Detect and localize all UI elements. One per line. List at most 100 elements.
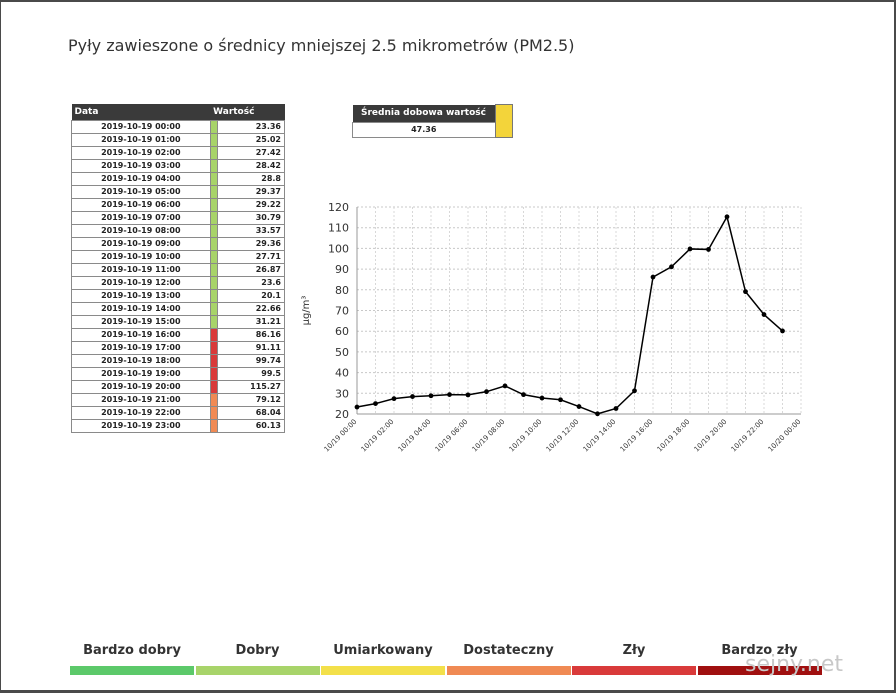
x-tick-label: 10/19 08:00 (471, 418, 507, 454)
row-value: 25.02 (216, 133, 286, 147)
legend-label: Dostateczny (463, 643, 554, 658)
row-quality-swatch (209, 289, 218, 303)
row-quality-swatch (209, 250, 218, 264)
row-quality-swatch (209, 224, 218, 238)
table-row: 2019-10-19 10:00 27.71 (71, 250, 286, 264)
row-value: 99.5 (216, 367, 286, 381)
pm25-series-line (356, 214, 783, 415)
x-tick-label: 10/20 00:00 (767, 418, 803, 454)
table-row: 2019-10-19 05:00 29.37 (71, 185, 286, 199)
data-point (373, 401, 378, 407)
data-point (743, 289, 748, 295)
data-point (761, 312, 767, 317)
frame-bottom (0, 690, 896, 693)
y-tick-label: 80 (335, 284, 349, 297)
data-point (706, 247, 711, 252)
x-tick-label: 10/19 06:00 (434, 418, 470, 454)
row-date: 2019-10-19 12:00 (71, 276, 211, 290)
quality-legend: Bardzo dobry Dobry Umiarkowany Dostateczny Z… (70, 643, 870, 675)
legend-item: Bardzo dobry (70, 643, 194, 675)
table-header-row: Data Wartość (71, 104, 285, 121)
table-row: 2019-10-19 19:00 99.5 (71, 367, 286, 381)
row-quality-swatch (209, 315, 218, 329)
y-tick-label: 110 (328, 222, 349, 235)
row-value: 68.04 (216, 406, 286, 420)
legend-color-bar (446, 666, 571, 675)
legend-color-bar (70, 666, 194, 675)
data-point (595, 411, 600, 417)
row-value: 22.66 (216, 302, 286, 316)
daily-average-swatch (494, 104, 513, 138)
watermark-logo: sejny.net (745, 652, 844, 677)
x-tick-label: 10/19 00:00 (323, 418, 359, 454)
y-tick-label: 120 (328, 201, 349, 214)
row-date: 2019-10-19 11:00 (71, 263, 211, 277)
row-quality-swatch (209, 185, 218, 199)
row-value: 115.27 (216, 380, 286, 394)
table-row: 2019-10-19 06:00 29.22 (71, 198, 286, 212)
row-quality-swatch (209, 159, 218, 173)
row-date: 2019-10-19 13:00 (71, 289, 211, 303)
frame-right (894, 0, 896, 693)
data-point (502, 383, 508, 389)
table-row: 2019-10-19 18:00 99.74 (71, 354, 286, 368)
row-quality-swatch (209, 198, 218, 212)
row-value: 29.36 (216, 237, 286, 251)
table-row: 2019-10-19 11:00 26.87 (71, 263, 286, 277)
row-date: 2019-10-19 15:00 (71, 315, 211, 329)
row-value: 23.6 (216, 276, 286, 290)
row-quality-swatch (209, 393, 218, 407)
row-value: 30.79 (216, 211, 286, 225)
table-row: 2019-10-19 04:00 28.8 (71, 172, 286, 186)
data-point (428, 393, 434, 399)
row-date: 2019-10-19 01:00 (71, 133, 211, 147)
data-point (521, 392, 526, 398)
y-tick-label: 40 (335, 367, 349, 380)
legend-color-bar (697, 666, 822, 675)
y-tick-label: 70 (335, 305, 349, 318)
data-point (613, 406, 619, 411)
row-value: 26.87 (216, 263, 286, 277)
y-tick-label: 90 (335, 263, 349, 276)
row-value: 27.71 (216, 250, 286, 264)
row-value: 29.22 (216, 198, 286, 212)
legend-item: Dobry (195, 643, 320, 675)
row-value: 29.37 (216, 185, 286, 199)
row-quality-swatch (209, 419, 218, 433)
x-tick-label: 10/19 02:00 (360, 418, 396, 454)
row-value: 99.74 (216, 354, 286, 368)
data-point (484, 389, 489, 395)
legend-item: Zły (572, 643, 696, 675)
row-value: 86.16 (216, 328, 286, 342)
row-value: 60.13 (216, 419, 286, 433)
table-row: 2019-10-19 23:00 60.13 (71, 419, 286, 433)
header-value: Wartość (210, 104, 285, 121)
row-quality-swatch (209, 146, 218, 160)
y-tick-label: 100 (328, 242, 349, 255)
data-point (410, 394, 415, 399)
row-value: 20.1 (216, 289, 286, 303)
table-row: 2019-10-19 00:00 23.36 (71, 120, 286, 134)
legend-color-bar (321, 666, 445, 675)
data-point (391, 396, 397, 402)
data-point (354, 404, 360, 410)
row-date: 2019-10-19 09:00 (71, 237, 211, 251)
frame-left (0, 0, 1, 693)
daily-average-box: Średnia dobowa wartość 47.36 (352, 104, 513, 138)
row-date: 2019-10-19 23:00 (71, 419, 211, 433)
table-row: 2019-10-19 01:00 25.02 (71, 133, 286, 147)
row-date: 2019-10-19 21:00 (71, 393, 211, 407)
table-row: 2019-10-19 02:00 27.42 (71, 146, 286, 160)
daily-average-value: 47.36 (352, 121, 496, 138)
row-date: 2019-10-19 06:00 (71, 198, 211, 212)
legend-label: Bardzo zły (721, 643, 798, 658)
table-row: 2019-10-19 20:00 115.27 (71, 380, 286, 394)
x-tick-label: 10/19 10:00 (508, 418, 544, 454)
hourly-table: Data Wartość 2019-10-19 00:00 23.36 2019-1… (71, 104, 286, 433)
row-quality-swatch (209, 354, 218, 368)
row-value: 79.12 (216, 393, 286, 407)
row-quality-swatch (209, 406, 218, 420)
x-tick-label: 10/19 20:00 (693, 418, 729, 454)
row-date: 2019-10-19 07:00 (71, 211, 211, 225)
table-row: 2019-10-19 13:00 20.1 (71, 289, 286, 303)
